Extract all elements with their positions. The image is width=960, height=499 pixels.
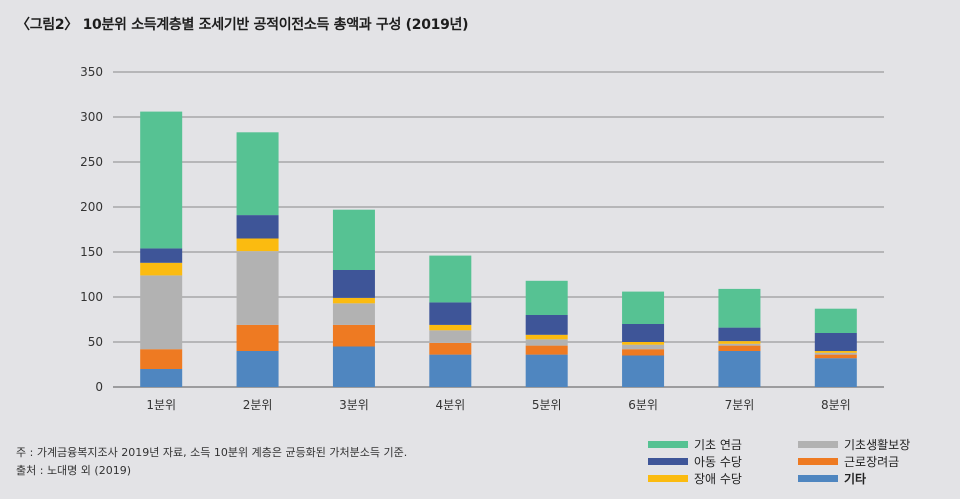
bar-segment [718,327,761,342]
bar-segment [332,303,375,325]
bar-segment [525,315,568,335]
bar-segment [622,291,665,324]
legend-item: 근로장려금 [798,453,899,470]
bar-segment [429,324,472,331]
bar-segment [332,209,375,270]
bar-segment [525,345,568,355]
y-tick-label: 100 [80,290,103,304]
legend-label: 기타 [844,472,867,486]
legend-swatch [648,458,688,465]
x-tick-label: 8분위 [821,398,851,412]
y-tick-label: 150 [80,245,103,259]
bar-segment [429,354,472,387]
bar-segment [622,342,665,345]
bar-segment [140,262,183,276]
bar-segment [332,346,375,387]
y-tick-label: 250 [80,155,103,169]
bar-segment [525,280,568,315]
legend-label: 근로장려금 [844,455,900,469]
bar-segment [429,342,472,355]
bar-segment [814,358,857,387]
y-tick-label: 0 [95,380,103,394]
bar-segment [622,355,665,387]
x-tick-label: 1분위 [146,398,176,412]
bar-segment [429,302,472,325]
legend-item: 아동 수당 [648,453,742,470]
legend-item: 기초 연금 [648,436,742,453]
bar-segment [140,349,183,369]
x-tick-label: 5분위 [532,398,562,412]
bar-segment [332,270,375,298]
bar-segment [140,248,183,263]
bar-segment [140,275,183,350]
legend-label: 기초생활보장 [844,438,911,452]
legend-label: 장애 수당 [694,472,742,486]
bar-segment [236,215,279,239]
bar-segment [332,324,375,347]
bar-segment [814,308,857,333]
legend-label: 아동 수당 [694,455,742,469]
bar-segment [622,344,665,350]
bar-segment [622,349,665,356]
legend-item: 장애 수당 [648,470,742,487]
bar-segment [525,334,568,340]
legend-item: 기초생활보장 [798,436,910,453]
bar-segment [814,351,857,353]
x-tick-label: 7분위 [725,398,755,412]
legend-item: 기타 [798,470,866,487]
bar-segment [622,324,665,342]
y-tick-label: 200 [80,200,103,214]
bar-segment [429,330,472,343]
bar-segment [718,351,761,387]
bar-segment [525,339,568,346]
legend-label: 기초 연금 [694,438,742,452]
chart-title: 〈그림2〉 10분위 소득계층별 조세기반 공적이전소득 총액과 구성 (201… [16,17,469,33]
y-tick-label: 50 [88,335,103,349]
bar-segment [236,324,279,351]
bar-segment [814,354,857,359]
y-tick-label: 300 [80,110,103,124]
bar-segment [429,255,472,303]
x-tick-label: 4분위 [435,398,465,412]
y-tick-label: 350 [80,65,103,79]
bar-segment [332,297,375,304]
bar-segment [525,354,568,387]
legend-swatch [798,441,838,448]
bar-segment [814,352,857,355]
x-tick-label: 2분위 [243,398,273,412]
bar-segment [718,341,761,344]
bar-segment [236,351,279,387]
x-tick-label: 3분위 [339,398,369,412]
legend-swatch [648,475,688,482]
chart-source: 출처 : 노대명 외 (2019) [16,464,131,477]
legend-swatch [798,475,838,482]
bar-segment [236,132,279,216]
bar-segment [718,345,761,351]
bar-segment [814,333,857,351]
bar-segment [236,238,279,252]
bar-segment [236,251,279,325]
x-tick-label: 6분위 [628,398,658,412]
bar-segment [140,369,183,387]
bar-segment [718,288,761,328]
legend-swatch [648,441,688,448]
bar-segment [140,111,183,249]
legend-swatch [798,458,838,465]
chart-note: 주 : 가계금융복지조사 2019년 자료, 소득 10분위 계층은 균등화된 … [16,446,408,459]
bar-segment [718,343,761,346]
